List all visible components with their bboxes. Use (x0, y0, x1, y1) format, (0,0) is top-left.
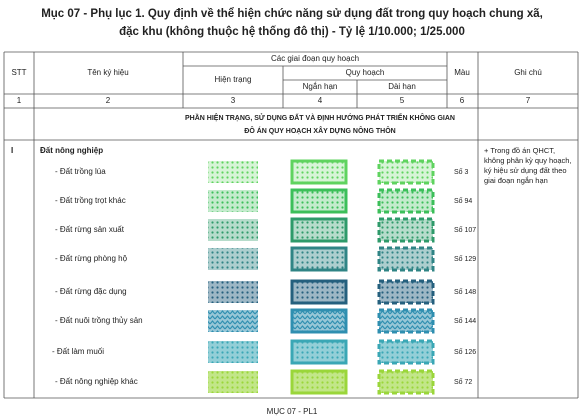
swatch-short (290, 279, 348, 305)
header-cell: STT (11, 68, 26, 77)
footer: MỤC 07 - PL1 (267, 407, 318, 416)
row-name: - Đất nông nghiệp khác (55, 377, 138, 386)
color-label: Số 148 (454, 287, 476, 296)
swatch-long (377, 339, 435, 365)
color-label: Số 72 (454, 377, 472, 386)
swatch-current (208, 219, 258, 241)
column-number: 1 (17, 96, 22, 105)
swatch-long (377, 159, 435, 185)
swatch-short (290, 308, 348, 334)
section-heading: ĐÔ ÁN QUY HOẠCH XÂY DỰNG NÔNG THÔN (244, 126, 395, 135)
header-cell: Các giai đoạn quy hoạch (271, 54, 359, 63)
color-label: Số 144 (454, 316, 476, 325)
column-number: 3 (231, 96, 236, 105)
swatch-short (290, 369, 348, 395)
column-number: 4 (318, 96, 323, 105)
swatch-short (290, 217, 348, 243)
row-name: - Đất nuôi trồng thủy sản (55, 316, 143, 325)
swatch-short (290, 246, 348, 272)
color-label: Số 3 (454, 167, 469, 176)
title: đặc khu (không thuộc hệ thống đô thị) - … (119, 26, 465, 38)
swatch-long (377, 279, 435, 305)
row-name: - Đất rừng phòng hộ (55, 254, 128, 263)
header-cell: Quy hoạch (346, 68, 385, 77)
row-name: - Đất làm muối (52, 347, 104, 356)
row-name: - Đất trồng lúa (55, 167, 106, 176)
header-cell: Màu (454, 68, 470, 77)
swatch-long (377, 369, 435, 395)
swatch-current (208, 371, 258, 393)
swatch-current (208, 341, 258, 363)
color-label: Số 129 (454, 254, 476, 263)
header-cell: Ngắn hạn (303, 82, 338, 91)
color-label: Số 126 (454, 347, 476, 356)
column-number: 5 (400, 96, 405, 105)
row-name: - Đất trồng trọt khác (55, 196, 126, 205)
row-name: - Đất rừng đặc dụng (55, 287, 127, 296)
group-name: Đất nông nghiệp (40, 146, 103, 155)
swatch-current (208, 281, 258, 303)
column-number: 2 (106, 96, 111, 105)
swatch-long (377, 188, 435, 214)
swatch-short (290, 159, 348, 185)
header-cell: Hiện trạng (215, 75, 252, 84)
swatch-current (208, 161, 258, 183)
header-cell: Dài hạn (388, 82, 416, 91)
swatch-short (290, 188, 348, 214)
swatch-current (208, 248, 258, 270)
note: + Trong đồ án QHCT, không phân kỳ quy ho… (484, 146, 572, 185)
swatch-short (290, 339, 348, 365)
header-cell: Ghi chú (514, 68, 542, 77)
title: Mục 07 - Phụ lục 1. Quy định về thể hiện… (41, 8, 543, 20)
swatch-current (208, 190, 258, 212)
row-name: - Đất rừng sản xuất (55, 225, 125, 234)
color-label: Số 107 (454, 225, 476, 234)
section-heading: PHẦN HIỆN TRẠNG, SỬ DỤNG ĐẤT VÀ ĐỊNH HƯỚ… (185, 112, 455, 122)
swatch-current (208, 310, 258, 332)
header-cell: Tên ký hiệu (87, 68, 128, 77)
swatch-long (377, 246, 435, 272)
color-label: Số 94 (454, 196, 472, 205)
swatch-long (377, 217, 435, 243)
group-number: I (11, 146, 13, 155)
swatch-long (377, 308, 435, 334)
column-number: 7 (526, 96, 531, 105)
column-number: 6 (460, 96, 465, 105)
